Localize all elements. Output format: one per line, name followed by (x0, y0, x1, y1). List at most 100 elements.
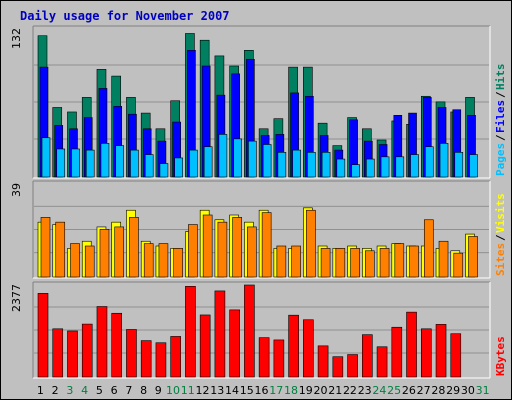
bar-kbytes-day-5 (96, 306, 108, 378)
y-max-label: 39 (10, 183, 23, 197)
x-tick-day-18: 18 (284, 384, 298, 397)
bar-kbytes-day-15 (244, 284, 255, 378)
x-tick-day-20: 20 (313, 384, 327, 397)
x-tick-day-17: 17 (269, 384, 283, 397)
bar-kbytes-day-2 (52, 328, 64, 378)
x-tick-day-31: 31 (476, 384, 490, 397)
bar-sites-day-16 (261, 212, 272, 278)
bar-kbytes-day-20 (317, 345, 329, 378)
bar-kbytes-day-8 (140, 340, 152, 378)
bar-pages-day-29 (454, 152, 464, 178)
bar-kbytes-day-4 (81, 323, 93, 378)
x-tick-day-22: 22 (343, 384, 357, 397)
bar-pages-day-4 (85, 149, 95, 178)
bar-kbytes-day-25 (391, 326, 403, 378)
bar-sites-day-14 (232, 217, 242, 278)
bar-sites-day-5 (99, 229, 110, 278)
bar-kbytes-day-16 (258, 337, 270, 378)
x-tick-day-21: 21 (328, 384, 342, 397)
x-tick-day-10: 10 (166, 384, 180, 397)
x-tick-day-23: 23 (358, 384, 372, 397)
x-tick-day-2: 2 (52, 384, 59, 397)
legend-pages: Pages (494, 143, 507, 176)
bar-pages-day-18 (292, 149, 301, 178)
bar-kbytes-day-22 (347, 354, 358, 378)
x-tick-day-29: 29 (446, 384, 460, 397)
bar-sites-day-3 (70, 243, 80, 278)
x-tick-day-11: 11 (181, 384, 195, 397)
bar-pages-day-24 (380, 156, 390, 178)
bar-kbytes-day-24 (376, 346, 388, 378)
x-tick-day-26: 26 (402, 384, 416, 397)
label-separator: / (494, 91, 507, 98)
x-tick-day-15: 15 (240, 384, 254, 397)
bar-pages-day-12 (203, 146, 213, 178)
bar-pages-day-30 (469, 154, 478, 178)
legend-kbytes: KBytes (494, 336, 507, 376)
panel-kbytes: 2377 KBytes (10, 281, 507, 379)
x-tick-day-7: 7 (125, 384, 132, 397)
panel-visits-sites: 39 Sites /Visits (10, 180, 507, 279)
bar-pages-day-8 (144, 154, 154, 178)
bar-sites-day-11 (188, 224, 198, 278)
bar-kbytes-day-23 (362, 334, 373, 378)
x-axis-day-labels: 1 2 3 4 5 6 7 8 9 10 11 12 13 14 15 16 17 18 19 20 21 22 23 24 2… (37, 384, 490, 397)
bar-kbytes-day-10 (170, 336, 181, 378)
bar-sites-day-4 (84, 245, 95, 278)
bar-kbytes-day-3 (67, 330, 78, 378)
bar-pages-day-13 (218, 134, 228, 178)
bar-pages-day-19 (307, 152, 316, 178)
bar-kbytes-day-11 (185, 286, 196, 378)
bar-pages-day-14 (233, 138, 242, 178)
bar-pages-day-2 (56, 148, 66, 178)
bar-sites-day-21 (335, 248, 346, 278)
chart-panels: 132Pages/Files/Hits39Sites/Visits2377KBy… (10, 25, 507, 379)
x-tick-day-5: 5 (96, 384, 103, 397)
x-tick-day-19: 19 (299, 384, 313, 397)
bar-kbytes-day-9 (155, 342, 167, 378)
bar-kbytes-day-13 (214, 290, 226, 378)
bar-kbytes-day-28 (435, 324, 447, 378)
bar-pages-day-17 (277, 152, 287, 178)
bar-kbytes-day-14 (229, 309, 240, 378)
x-tick-day-28: 28 (431, 384, 445, 397)
bar-pages-day-27 (424, 146, 434, 178)
x-tick-day-4: 4 (81, 384, 88, 397)
bar-kbytes-day-18 (288, 314, 299, 378)
bar-sites-day-9 (158, 243, 169, 278)
bar-sites-day-6 (114, 226, 125, 278)
x-tick-day-1: 1 (37, 384, 44, 397)
bar-kbytes-day-27 (420, 328, 432, 378)
legend-files: Files (494, 100, 507, 133)
bar-sites-day-8 (143, 243, 154, 278)
bar-kbytes-day-6 (111, 312, 123, 378)
x-tick-day-25: 25 (387, 384, 401, 397)
bar-sites-day-24 (379, 248, 390, 278)
y-max-label: 132 (10, 28, 23, 49)
x-tick-day-12: 12 (196, 384, 210, 397)
legend-sites: Sites (494, 243, 507, 276)
bar-pages-day-15 (248, 140, 257, 178)
bar-pages-day-28 (439, 143, 449, 178)
bar-sites-day-30 (468, 236, 478, 278)
bar-sites-day-29 (453, 252, 464, 278)
bar-sites-day-22 (350, 248, 360, 278)
x-tick-day-8: 8 (140, 384, 147, 397)
bar-sites-day-10 (173, 248, 183, 278)
bar-sites-day-27 (423, 219, 434, 278)
bar-pages-day-22 (351, 164, 360, 178)
bar-pages-day-5 (100, 143, 110, 178)
bar-sites-day-17 (276, 245, 287, 278)
bar-sites-day-28 (438, 240, 449, 278)
y-max-label: 2377 (10, 284, 23, 312)
bar-pages-day-23 (366, 158, 375, 178)
bar-sites-day-18 (291, 245, 301, 278)
x-tick-day-30: 30 (461, 384, 475, 397)
bar-pages-day-9 (159, 163, 169, 178)
bar-kbytes-day-26 (406, 311, 417, 378)
bar-sites-day-7 (129, 217, 139, 278)
x-tick-day-6: 6 (111, 384, 118, 397)
x-tick-day-24: 24 (372, 384, 386, 397)
